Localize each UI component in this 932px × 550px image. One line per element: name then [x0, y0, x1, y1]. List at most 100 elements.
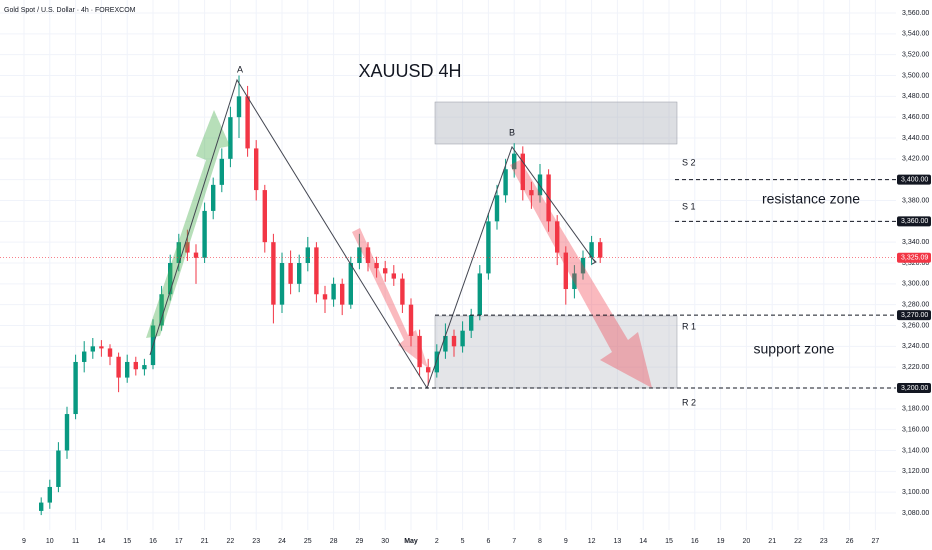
- candle-body: [64, 414, 70, 451]
- resistance-label: resistance zone: [762, 191, 860, 207]
- label-s1: S 1: [682, 201, 696, 211]
- x-tick-label: 30: [381, 538, 389, 545]
- candle-body: [228, 117, 233, 159]
- grid: [0, 0, 896, 530]
- candle-body: [563, 252, 568, 290]
- candle-body: [374, 263, 379, 269]
- axis: 3,080.00 3,100.00 3,120.00 3,140.00 3,160.00…: [22, 0, 932, 550]
- candle-body: [254, 148, 259, 191]
- candle-body: [185, 242, 190, 253]
- candle-body: [56, 450, 61, 487]
- x-tick-label: 26: [846, 538, 854, 545]
- x-tick-label: 5: [461, 538, 465, 545]
- level-label: 3,400.00: [901, 177, 928, 184]
- candle-body: [503, 169, 508, 196]
- candle-body: [555, 221, 560, 253]
- candle-body: [426, 367, 431, 373]
- candle-body: [271, 242, 276, 305]
- x-tick-label: 20: [743, 538, 751, 545]
- candle-body: [443, 335, 448, 352]
- candle-body: [125, 361, 130, 378]
- candle-body: [39, 502, 44, 511]
- x-tick-label: 2: [435, 538, 439, 545]
- candle-body: [408, 304, 414, 336]
- x-tick-label: 19: [717, 538, 725, 545]
- candle-body: [202, 210, 207, 258]
- x-tick-label: 13: [614, 538, 622, 545]
- candle-body: [193, 252, 199, 258]
- candle-body: [469, 315, 474, 331]
- y-tick-label: 3,140.00: [902, 447, 929, 454]
- level-label: 3,270.00: [901, 312, 928, 319]
- candle-body: [133, 361, 138, 370]
- candle-body: [279, 263, 285, 305]
- y-tick-label: 3,540.00: [902, 31, 929, 38]
- candle-body: [142, 365, 147, 370]
- x-tick-label: 9: [564, 538, 568, 545]
- x-tick-label: 6: [486, 538, 490, 545]
- x-tick-label: 23: [252, 538, 260, 545]
- candle-body: [580, 257, 586, 274]
- candle-body: [417, 335, 422, 368]
- y-tick-label: 3,220.00: [902, 364, 929, 371]
- y-tick-label: 3,160.00: [902, 427, 929, 434]
- header: Gold Spot / U.S. Dollar · 4h · FOREXCOM: [4, 7, 136, 14]
- x-tick-label: 29: [356, 538, 364, 545]
- x-tick-label: 11: [72, 538, 79, 545]
- y-tick-label: 3,520.00: [902, 52, 929, 59]
- levels: [0, 179, 896, 389]
- candle-body: [383, 268, 388, 274]
- label-r1: R 1: [682, 321, 696, 331]
- level-tag: [897, 310, 931, 321]
- x-tick-label: 7: [512, 538, 516, 545]
- y-tick-label: 3,340.00: [902, 239, 929, 246]
- candle-body: [460, 330, 465, 347]
- level-tag: [897, 216, 931, 227]
- y-tick-label: 3,380.00: [902, 197, 929, 204]
- candle-body: [47, 486, 52, 503]
- label-a: A: [237, 64, 243, 74]
- candle-body: [211, 184, 216, 211]
- candle-body: [159, 294, 164, 326]
- support-box: [434, 315, 678, 389]
- x-tick-label: 27: [872, 538, 880, 545]
- candle-body: [331, 283, 336, 300]
- candle-body: [434, 351, 439, 373]
- x-tick-label: May: [404, 538, 418, 545]
- candle-body: [477, 273, 482, 316]
- candle-body: [357, 247, 362, 263]
- x-tick-label: 22: [794, 538, 802, 545]
- y-tick-label: 3,480.00: [902, 93, 929, 100]
- price-axis-bg: [896, 0, 932, 550]
- candle-body: [236, 96, 242, 118]
- x-tick-label: 14: [639, 538, 647, 545]
- candle-body: [262, 190, 267, 243]
- y-tick-label: 3,500.00: [902, 72, 929, 79]
- candle-body: [348, 263, 353, 305]
- candle-body: [99, 346, 104, 349]
- candle-body: [486, 221, 491, 274]
- red-arrow-2: [510, 160, 652, 388]
- x-tick-label: 9: [22, 538, 26, 545]
- x-tick-label: 15: [665, 538, 673, 545]
- level-tag: [897, 383, 931, 393]
- candle-body: [520, 153, 525, 191]
- y-tick-label: 3,100.00: [902, 489, 929, 496]
- x-tick-label: 8: [538, 538, 542, 545]
- candle-body: [107, 348, 113, 357]
- label-s2: S 2: [682, 157, 696, 167]
- level-label: 3,360.00: [901, 218, 928, 225]
- y-tick-label: 3,180.00: [902, 406, 929, 413]
- y-tick-label: 3,300.00: [902, 281, 929, 288]
- label-r2: R 2: [682, 397, 696, 407]
- x-tick-label: 16: [691, 538, 699, 545]
- candle-body: [168, 263, 173, 295]
- x-tick-label: 10: [46, 538, 54, 545]
- y-tick-label: 3,080.00: [902, 510, 929, 517]
- candle-body: [494, 195, 500, 222]
- last-price-label: 3,325.09: [901, 255, 928, 262]
- resistance-box: [434, 101, 678, 145]
- candle-body: [82, 351, 87, 362]
- candle-body: [512, 153, 517, 170]
